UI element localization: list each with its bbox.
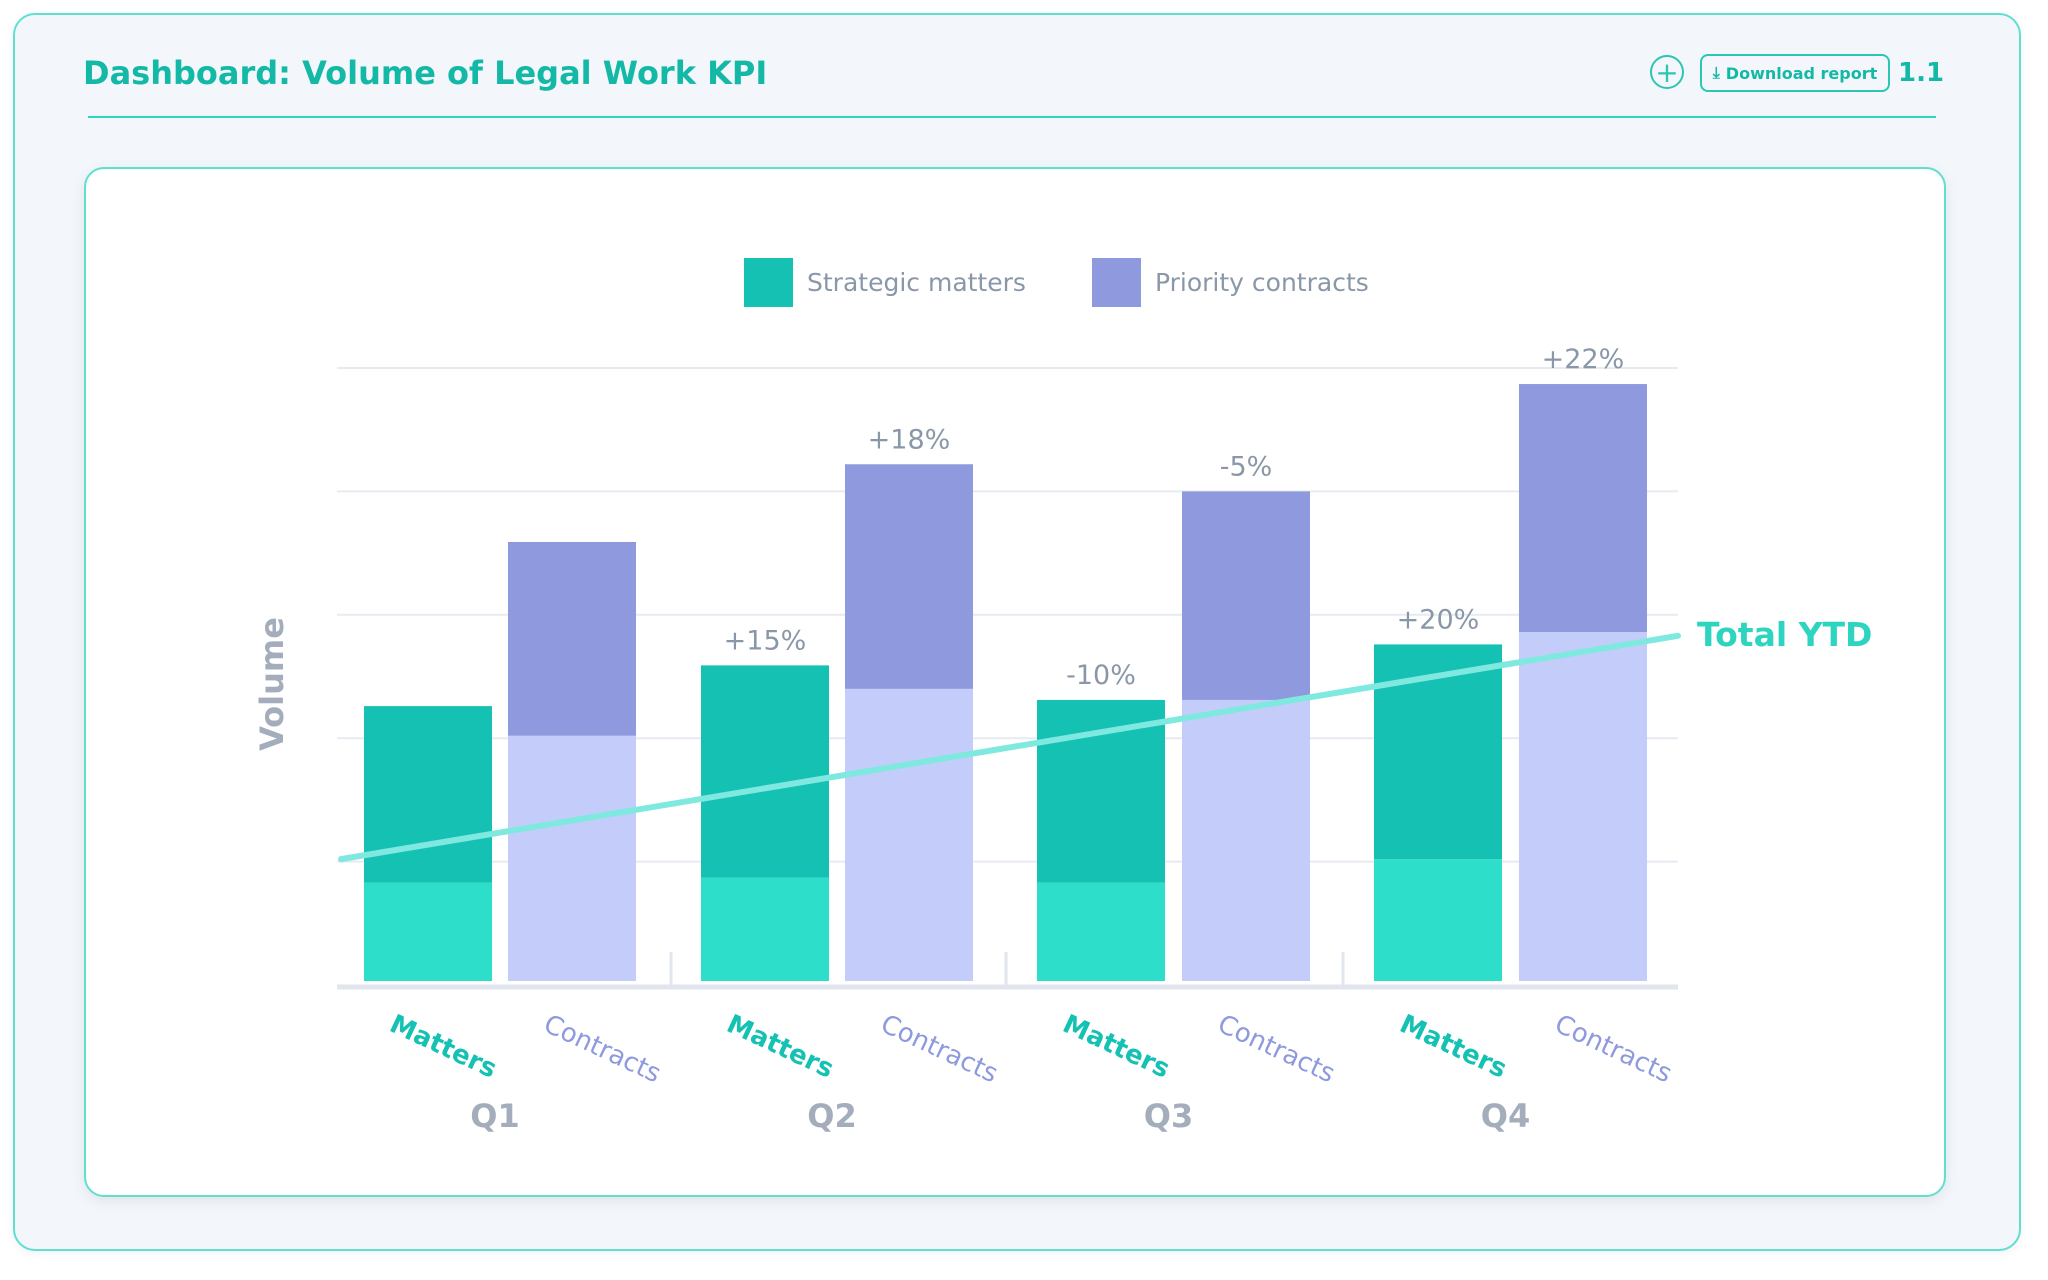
change-label: +22% xyxy=(1542,344,1625,375)
download-icon: ⤓ xyxy=(1712,63,1720,82)
bar-lower-segment xyxy=(508,735,636,981)
bars xyxy=(364,384,1647,981)
group-label: Q3 xyxy=(1144,1097,1193,1135)
plus-circle-icon: + xyxy=(1655,56,1679,89)
y-axis-label: Volume xyxy=(253,617,291,751)
header-divider xyxy=(88,116,1936,118)
download-report-button[interactable]: ⤓ Download report xyxy=(1700,54,1890,92)
change-label: -10% xyxy=(1066,660,1136,691)
x-tick-label: Contracts xyxy=(876,1009,1002,1089)
bar-lower-segment xyxy=(1037,882,1165,981)
bar-lower-segment xyxy=(1182,699,1310,981)
bar-lower-segment xyxy=(845,688,973,981)
bar-lower-segment xyxy=(701,877,829,981)
group-label: Q2 xyxy=(807,1097,856,1135)
x-tick-label: Contracts xyxy=(1213,1009,1339,1089)
group-label: Q4 xyxy=(1481,1097,1530,1135)
change-label: +15% xyxy=(724,625,807,656)
legend-swatch-contracts xyxy=(1092,258,1141,307)
page-title: Dashboard: Volume of Legal Work KPI xyxy=(83,54,768,92)
x-tick-label: Contracts xyxy=(539,1009,665,1089)
bar-upper-segment xyxy=(508,541,636,736)
bar-lower-segment xyxy=(1374,859,1502,981)
bar-upper-segment xyxy=(364,706,492,883)
legend-label-matters: Strategic matters xyxy=(807,268,1026,297)
add-button[interactable]: + xyxy=(1650,55,1684,89)
total-ytd-line xyxy=(338,632,1681,863)
legend-label-contracts: Priority contracts xyxy=(1155,268,1369,297)
bar-upper-segment xyxy=(701,665,829,878)
version-number: 1.1 xyxy=(1898,58,1945,88)
legend: Strategic matters Priority contracts xyxy=(744,258,1369,307)
legend-swatch-matters xyxy=(744,258,793,307)
x-tick-label: Matters xyxy=(1058,1009,1174,1084)
x-tick-label: Matters xyxy=(385,1009,501,1084)
bar-upper-segment xyxy=(1519,384,1647,633)
change-label: +18% xyxy=(868,424,951,455)
total-ytd-label: Total YTD xyxy=(1697,615,1872,654)
bar-lower-segment xyxy=(1519,632,1647,981)
x-tick-label: Matters xyxy=(722,1009,838,1084)
bar-upper-segment xyxy=(1182,491,1310,700)
download-report-label: Download report xyxy=(1725,63,1878,83)
group-label: Q1 xyxy=(470,1097,519,1135)
change-label: -5% xyxy=(1220,451,1273,482)
bar-lower-segment xyxy=(364,882,492,981)
change-label: +20% xyxy=(1397,604,1480,635)
x-tick-label: Contracts xyxy=(1550,1009,1676,1089)
x-tick-label: Matters xyxy=(1395,1009,1511,1084)
bar-upper-segment xyxy=(845,464,973,689)
